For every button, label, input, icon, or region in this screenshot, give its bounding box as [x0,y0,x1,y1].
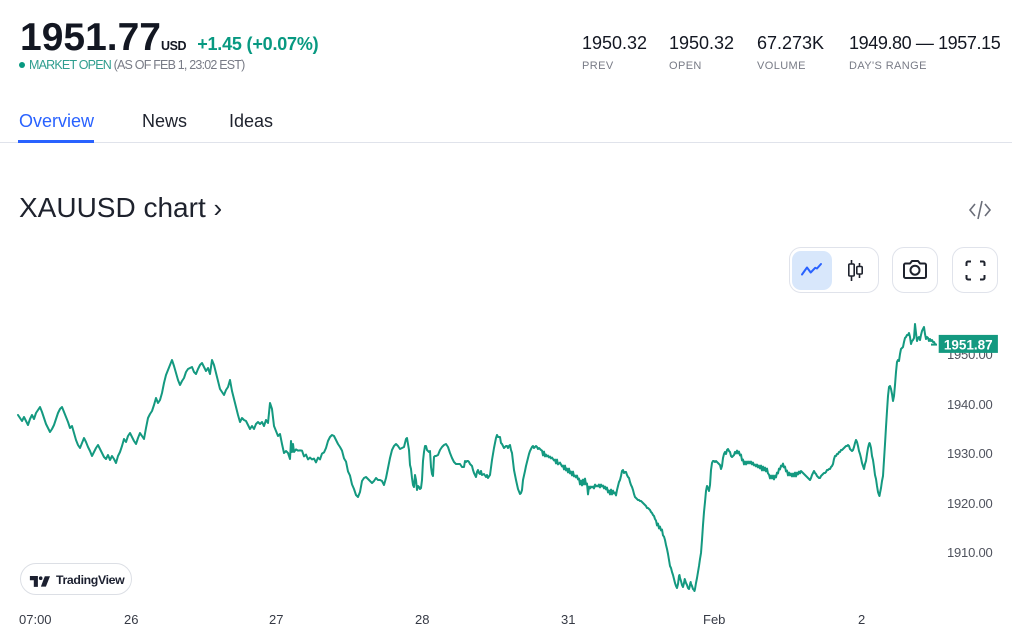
svg-text:1951.87: 1951.87 [944,337,993,352]
